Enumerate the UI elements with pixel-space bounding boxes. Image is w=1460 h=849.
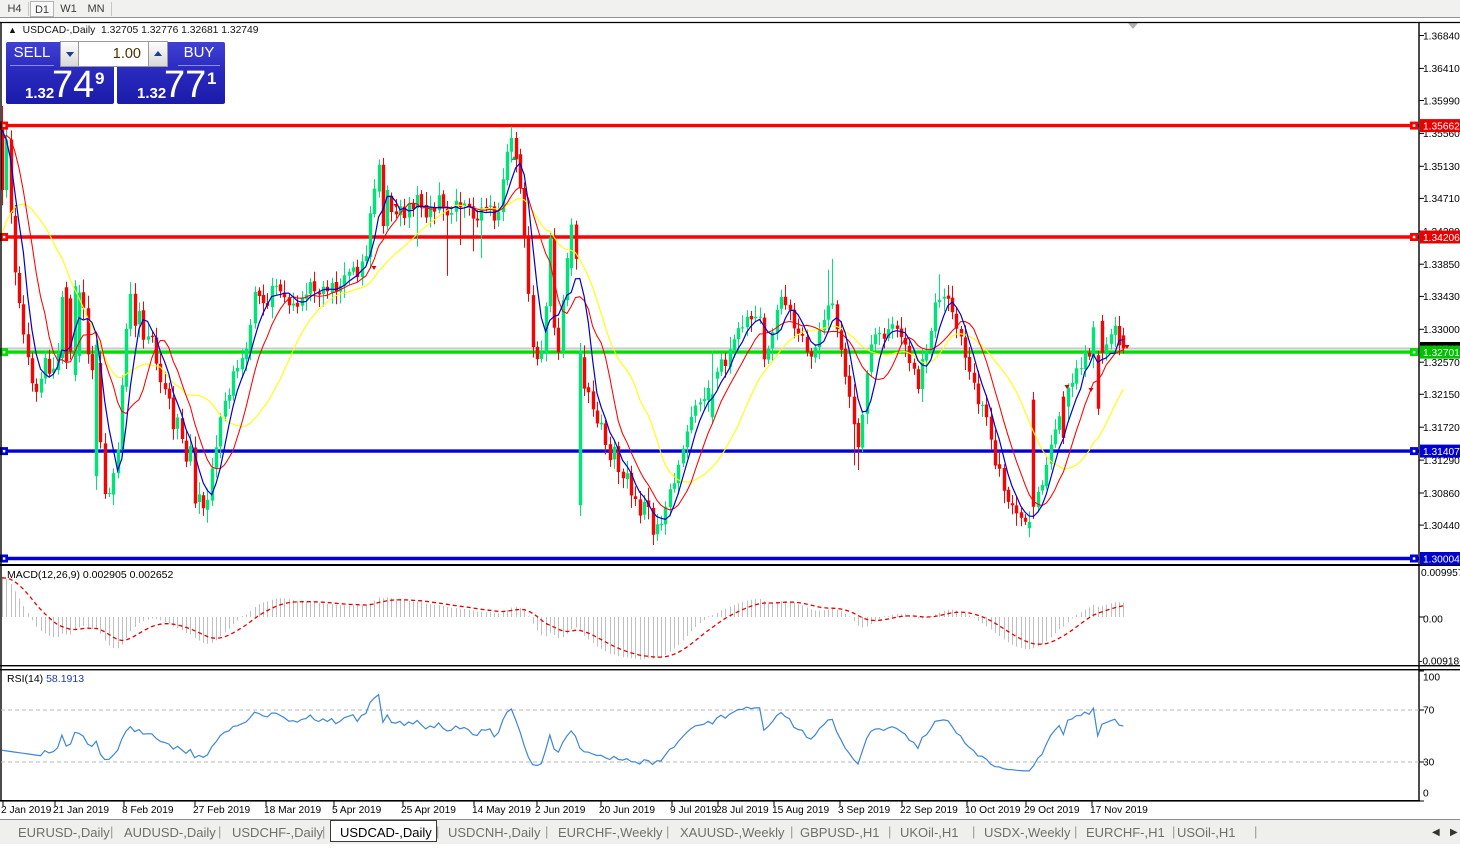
svg-text:0.009957: 0.009957 (1421, 568, 1460, 579)
svg-text:MACD(12,26,9) 0.002905 0.00265: MACD(12,26,9) 0.002905 0.002652 (7, 569, 174, 581)
svg-text:30: 30 (1423, 758, 1435, 769)
svg-text:1.32701: 1.32701 (1423, 348, 1460, 359)
svg-text:1.30004: 1.30004 (1423, 554, 1460, 565)
svg-text:0: 0 (1423, 789, 1429, 800)
svg-text:1.35130: 1.35130 (1423, 162, 1460, 173)
svg-text:17 Nov 2019: 17 Nov 2019 (1090, 805, 1148, 816)
svg-text:27 Feb 2019: 27 Feb 2019 (193, 805, 251, 816)
svg-text:20 Jun 2019: 20 Jun 2019 (599, 805, 655, 816)
svg-text:1.34710: 1.34710 (1423, 194, 1460, 205)
svg-text:1.33430: 1.33430 (1423, 292, 1460, 303)
svg-text:14 May 2019: 14 May 2019 (472, 805, 531, 816)
svg-text:100: 100 (1423, 673, 1440, 684)
svg-text:2 Jun 2019: 2 Jun 2019 (535, 805, 586, 816)
svg-text:1.33850: 1.33850 (1423, 260, 1460, 271)
svg-text:1.36410: 1.36410 (1423, 64, 1460, 75)
svg-text:1.36840: 1.36840 (1423, 31, 1460, 42)
svg-text:15 Aug 2019: 15 Aug 2019 (772, 805, 830, 816)
svg-text:1.34206: 1.34206 (1423, 233, 1460, 244)
svg-text:-0.009186: -0.009186 (1419, 657, 1460, 668)
svg-text:5 Apr 2019: 5 Apr 2019 (332, 805, 382, 816)
svg-text:1.30440: 1.30440 (1423, 521, 1460, 532)
svg-text:1.35662: 1.35662 (1423, 121, 1460, 132)
svg-text:21 Jan 2019: 21 Jan 2019 (53, 805, 109, 816)
svg-text:2 Jan 2019: 2 Jan 2019 (1, 805, 52, 816)
svg-text:9 Jul 2019: 9 Jul 2019 (670, 805, 717, 816)
svg-text:25 Apr 2019: 25 Apr 2019 (401, 805, 456, 816)
svg-text:1.35560: 1.35560 (1423, 129, 1460, 140)
svg-text:1.31407: 1.31407 (1423, 447, 1460, 458)
svg-text:1.31720: 1.31720 (1423, 423, 1460, 434)
svg-text:1.32570: 1.32570 (1423, 358, 1460, 369)
svg-text:1.35990: 1.35990 (1423, 96, 1460, 107)
svg-text:1.33000: 1.33000 (1423, 325, 1460, 336)
svg-text:29 Oct 2019: 29 Oct 2019 (1024, 805, 1080, 816)
svg-text:10 Oct 2019: 10 Oct 2019 (965, 805, 1021, 816)
svg-text:18 Mar 2019: 18 Mar 2019 (264, 805, 322, 816)
svg-text:28 Jul 2019: 28 Jul 2019 (716, 805, 769, 816)
svg-text:RSI(14) 58.1913: RSI(14) 58.1913 (7, 673, 84, 685)
svg-text:1.32150: 1.32150 (1423, 390, 1460, 401)
svg-text:1.31290: 1.31290 (1423, 456, 1460, 467)
svg-text:1.30860: 1.30860 (1423, 489, 1460, 500)
svg-text:70: 70 (1423, 706, 1435, 717)
svg-text:8 Feb 2019: 8 Feb 2019 (122, 805, 174, 816)
svg-text:0.00: 0.00 (1423, 615, 1443, 626)
svg-text:3 Sep 2019: 3 Sep 2019 (838, 805, 890, 816)
svg-text:22 Sep 2019: 22 Sep 2019 (900, 805, 958, 816)
